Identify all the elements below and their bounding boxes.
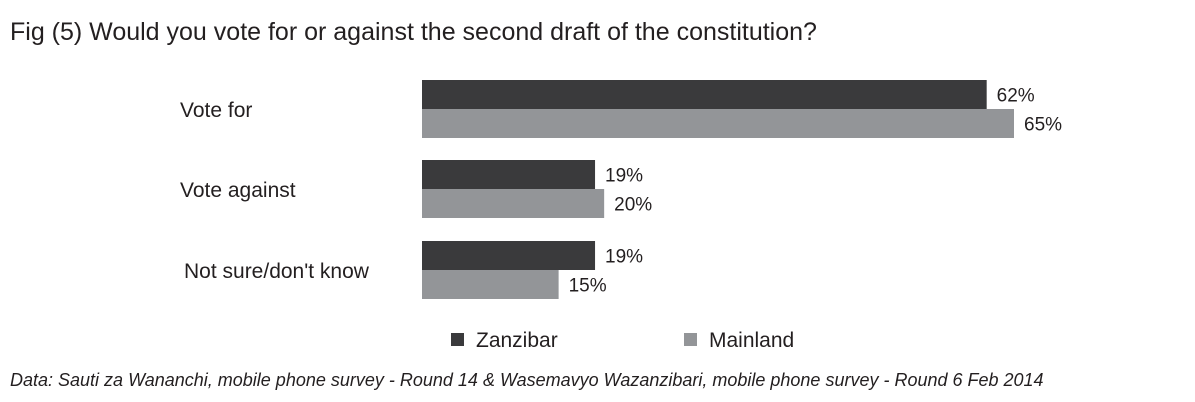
value-label-zanzibar: 62% bbox=[997, 86, 1035, 107]
bar-zanzibar bbox=[422, 80, 987, 109]
bar-chart: Vote for 62% 65% Vote against 19% 20% Not sure… bbox=[180, 80, 1062, 352]
bar-mainland bbox=[422, 109, 1014, 138]
bar-zanzibar bbox=[422, 160, 596, 189]
value-label-mainland: 20% bbox=[614, 195, 652, 216]
value-label-mainland: 65% bbox=[1024, 115, 1062, 136]
legend-label-mainland: Mainland bbox=[709, 329, 794, 352]
legend-label-zanzibar: Zanzibar bbox=[476, 329, 558, 352]
legend-swatch-mainland bbox=[684, 333, 697, 346]
value-label-mainland: 15% bbox=[569, 276, 607, 297]
bar-mainland bbox=[422, 270, 559, 299]
source-note: Data: Sauti za Wananchi, mobile phone su… bbox=[10, 370, 1044, 390]
category-label: Vote against bbox=[180, 179, 296, 202]
legend-swatch-zanzibar bbox=[451, 333, 464, 346]
category-label: Not sure/don't know bbox=[184, 260, 370, 283]
bar-zanzibar bbox=[422, 241, 596, 270]
value-label-zanzibar: 19% bbox=[605, 166, 643, 187]
category-label: Vote for bbox=[180, 99, 252, 122]
chart-title: Fig (5) Would you vote for or against th… bbox=[10, 18, 817, 46]
bar-mainland bbox=[422, 189, 605, 218]
value-label-zanzibar: 19% bbox=[605, 247, 643, 268]
